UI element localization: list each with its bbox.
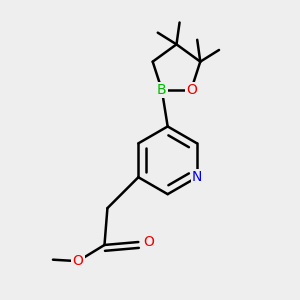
Text: O: O — [144, 235, 154, 249]
Text: O: O — [186, 82, 196, 97]
Text: O: O — [73, 254, 83, 268]
Text: B: B — [157, 82, 166, 97]
Text: N: N — [192, 170, 202, 184]
